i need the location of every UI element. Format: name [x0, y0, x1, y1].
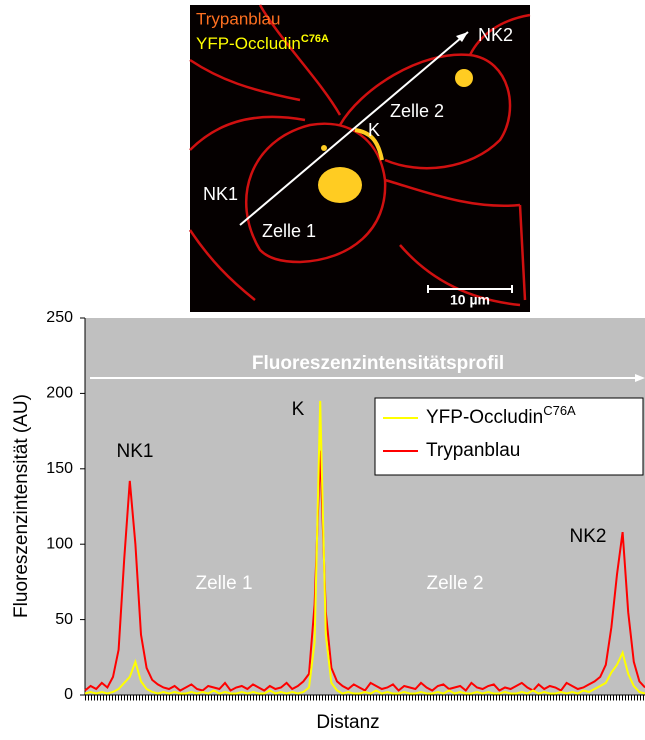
legend-label: Trypanblau [426, 440, 520, 461]
y-tick-label: 200 [46, 385, 73, 402]
y-tick-label: 100 [46, 535, 73, 552]
y-tick-label: 50 [55, 611, 73, 628]
figure: Trypanblau YFP-OccludinC76A NK2 K Zelle … [0, 0, 645, 740]
plot-area [85, 318, 645, 695]
legend-name: YFP-Occludin [426, 407, 543, 428]
legend-name: Trypanblau [426, 440, 520, 461]
legend-superscript: C76A [543, 403, 576, 418]
banner: Fluoreszenzintensitätsprofil [252, 353, 504, 374]
annotation: NK2 [570, 526, 607, 547]
annotation: Zelle 2 [426, 573, 483, 594]
y-tick-label: 150 [46, 460, 73, 477]
y-tick-label: 0 [64, 686, 73, 703]
annotation: K [292, 399, 305, 420]
annotation: NK1 [117, 441, 154, 462]
micrograph: Trypanblau YFP-OccludinC76A NK2 K Zelle … [190, 5, 530, 312]
annotation: Zelle 1 [195, 573, 252, 594]
y-axis-label: Fluoreszenzintensität (AU) [11, 394, 32, 618]
stain-label: Trypanblau [196, 9, 280, 28]
scale-label: 10 µm [450, 292, 490, 308]
image-label: Zelle 1 [262, 221, 316, 241]
image-label: NK1 [203, 184, 238, 204]
x-axis-label: Distanz [316, 712, 379, 733]
protein-name: YFP-Occludin [196, 34, 301, 53]
y-tick-label: 250 [46, 309, 73, 326]
image-label: NK2 [478, 25, 513, 45]
protein-superscript: C76A [301, 33, 329, 45]
legend: YFP-OccludinC76A Trypanblau [375, 398, 643, 475]
image-label: Zelle 2 [390, 101, 444, 121]
image-label: K [368, 120, 380, 140]
